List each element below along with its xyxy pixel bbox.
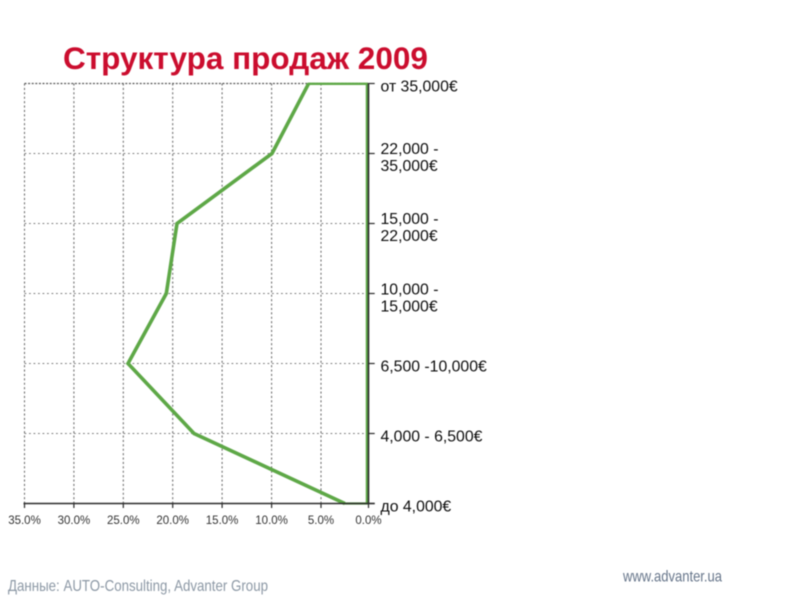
svg-text:22,000€: 22,000€ [381,228,438,245]
svg-text:15.0%: 15.0% [206,515,239,527]
svg-text:35.0%: 35.0% [8,515,41,527]
svg-text:Структура продаж 2009: Структура продаж 2009 [63,40,428,76]
svg-text:0.0%: 0.0% [355,515,381,527]
svg-text:от 35,000€: от 35,000€ [381,79,458,96]
svg-text:www.advanter.ua: www.advanter.ua [622,569,722,586]
svg-text:10,000 -: 10,000 - [381,282,439,299]
svg-text:15,000 -: 15,000 - [381,211,439,228]
svg-text:25.0%: 25.0% [107,515,140,527]
svg-text:35,000€: 35,000€ [381,158,438,175]
svg-text:20.0%: 20.0% [156,515,189,527]
svg-text:22,000 -: 22,000 - [381,141,439,158]
svg-text:Данные: AUTO-Consulting, Advan: Данные: AUTO-Consulting, Advanter Group [8,578,268,595]
svg-text:4,000 - 6,500€: 4,000 - 6,500€ [381,429,483,446]
svg-text:15,000€: 15,000€ [381,299,438,316]
svg-text:10.0%: 10.0% [255,515,288,527]
svg-text:30.0%: 30.0% [58,515,91,527]
svg-text:до 4,000€: до 4,000€ [381,499,452,516]
svg-text:6,500 -10,000€: 6,500 -10,000€ [381,359,487,376]
svg-text:5.0%: 5.0% [308,515,334,527]
